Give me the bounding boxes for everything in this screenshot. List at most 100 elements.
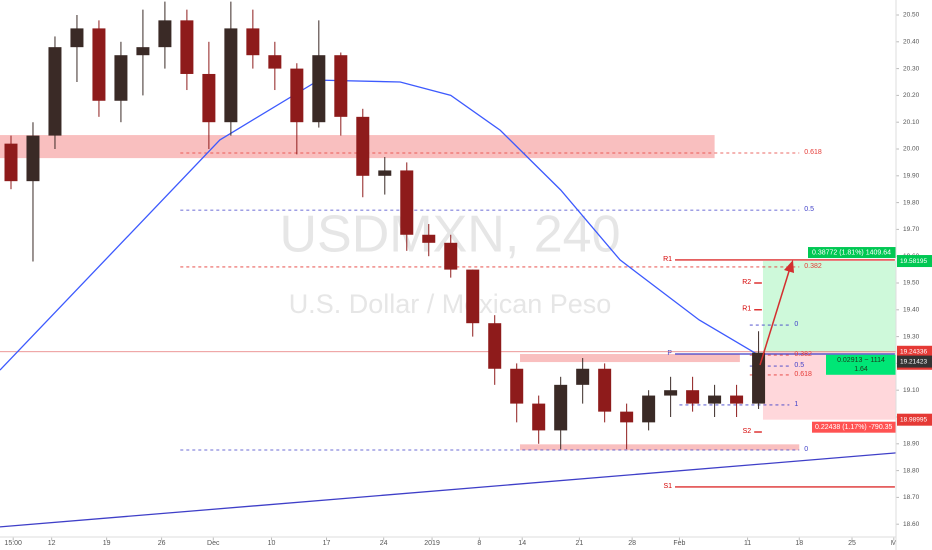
level-label: R2: [742, 279, 751, 286]
level-label: 0: [804, 446, 808, 453]
y-tick-label: 19.70: [903, 226, 920, 233]
zone: [520, 444, 800, 451]
x-tick-label: Dec: [207, 540, 220, 547]
axis-tag: [897, 255, 932, 268]
target-label: 0.38772 (1.81%) 1409.64: [812, 249, 891, 256]
candle-body: [664, 390, 678, 396]
level-label: 0.382: [794, 351, 812, 358]
candle-body: [114, 55, 128, 101]
level-label: 0.382: [804, 263, 822, 270]
candle-body: [312, 55, 326, 123]
level-label: R1: [742, 306, 751, 313]
candle-body: [730, 395, 744, 404]
x-tick-label: 26: [158, 540, 166, 547]
line-series: [0, 452, 897, 528]
level-label: R1: [663, 256, 672, 263]
x-tick-label: 25: [848, 540, 856, 547]
candle-body: [466, 269, 480, 324]
x-tick-label: 21: [575, 540, 583, 547]
x-tick-label: 10: [268, 540, 276, 547]
y-tick-label: 18.80: [903, 467, 920, 474]
y-tick-label: 18.90: [903, 441, 920, 448]
level-label: 0.5: [794, 362, 804, 369]
candle-body: [400, 170, 414, 235]
candle-body: [334, 55, 348, 117]
info-label: 1.64: [854, 366, 868, 373]
candle-body: [444, 242, 458, 270]
target-zone: [762, 261, 896, 352]
y-tick-label: 20.50: [903, 12, 920, 19]
candle-body: [92, 28, 106, 101]
candle-body: [4, 143, 18, 182]
x-tick-label: 8: [477, 540, 481, 547]
candle-body: [158, 20, 172, 48]
candle-body: [510, 368, 524, 404]
candle-body: [224, 28, 238, 123]
level-label: 1: [794, 401, 798, 408]
candle-body: [752, 352, 766, 404]
axis-tag: [897, 413, 932, 426]
axis-tag-label: 19.58195: [900, 258, 927, 265]
x-tick-label: 2019: [424, 540, 440, 547]
y-tick-label: 20.20: [903, 92, 920, 99]
stop-label: 0.22438 (1.17%) -790.35: [815, 424, 893, 431]
candle-body: [378, 170, 392, 176]
x-tick-label: 15:00: [4, 540, 22, 547]
candle-body: [642, 395, 656, 423]
x-tick-label: 11: [744, 540, 751, 547]
candle-body: [26, 135, 40, 182]
target-label-bg: [808, 247, 896, 259]
candle-body: [620, 411, 634, 423]
x-tick-label: 19: [103, 540, 111, 547]
candle-body: [246, 28, 260, 56]
line-series: [0, 79, 759, 371]
candle-body: [708, 395, 722, 404]
stop-label-bg: [812, 421, 896, 433]
candle-body: [554, 384, 568, 431]
candle-body: [488, 323, 502, 369]
candle-body: [202, 73, 216, 123]
candle-body: [598, 368, 612, 412]
y-tick-label: 19.30: [903, 333, 920, 340]
watermark-subtitle: U.S. Dollar / Mexican Peso: [289, 289, 612, 319]
level-label: 0.618: [804, 149, 822, 156]
arrow: [759, 267, 791, 366]
candle-body: [180, 20, 194, 74]
x-tick-label: 17: [323, 540, 331, 547]
y-tick-label: 18.70: [903, 494, 920, 501]
axis-tag-label: 19.21423: [900, 358, 927, 365]
y-tick-label: 19.10: [903, 387, 920, 394]
level-label: S2: [743, 428, 752, 435]
candle-body: [136, 47, 150, 56]
axis-tag: [897, 355, 932, 368]
candle-body: [70, 28, 84, 48]
candle-body: [576, 368, 590, 385]
y-tick-label: 18.60: [903, 521, 920, 528]
level-label: 0.618: [794, 371, 812, 378]
y-tick-label: 20.00: [903, 146, 920, 153]
candle-body: [48, 47, 62, 136]
level-label: S1: [663, 483, 672, 490]
y-tick-label: 19.80: [903, 199, 920, 206]
axis-tag: [897, 345, 932, 358]
x-tick-label: 28: [628, 540, 636, 547]
candle-body: [422, 234, 436, 243]
candle-body: [356, 116, 370, 176]
candle-body: [268, 55, 282, 69]
level-label: 0.5: [804, 206, 814, 213]
y-tick-label: 19.90: [903, 173, 920, 180]
level-label: P: [667, 350, 672, 357]
y-tick-label: 19.40: [903, 307, 920, 314]
x-tick-label: 14: [518, 540, 526, 547]
axis-tag-label: 18.98995: [900, 416, 927, 423]
info-label: 0.02913 ~ 1114: [837, 357, 885, 364]
x-tick-label: 12: [48, 540, 56, 547]
x-tick-label: M: [891, 540, 897, 547]
y-tick-label: 19.50: [903, 280, 920, 287]
level-label: 0: [794, 321, 798, 328]
candle-body: [532, 403, 546, 431]
axis-tag-label: 19.24336: [900, 348, 927, 355]
y-tick-label: 20.10: [903, 119, 920, 126]
zone: [520, 354, 740, 363]
